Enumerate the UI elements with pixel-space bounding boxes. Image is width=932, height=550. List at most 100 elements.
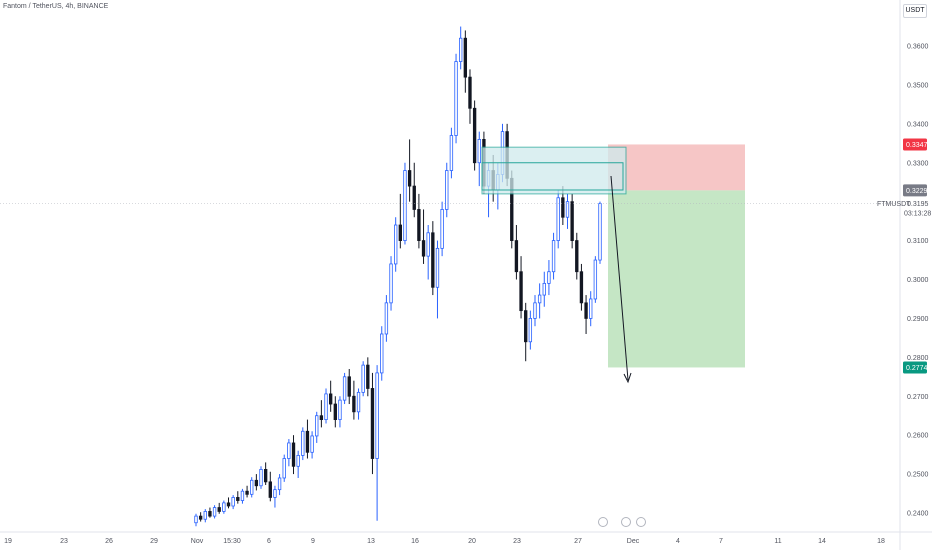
candle-down <box>347 376 351 397</box>
candle-down <box>245 490 249 495</box>
candle-down <box>208 511 212 517</box>
stop-price-tag: 0.3347 <box>906 142 928 149</box>
candle-down <box>370 388 375 459</box>
candle-up <box>589 298 593 319</box>
time-tick-label: 6 <box>267 538 271 545</box>
candle-down <box>366 364 370 389</box>
candle-up <box>194 515 198 524</box>
candle-up <box>315 415 319 437</box>
candle-up <box>338 399 342 420</box>
candle-down <box>198 515 203 520</box>
candle-up <box>231 497 235 507</box>
price-tick-label: 0.2900 <box>907 316 929 323</box>
candle-down <box>514 240 519 273</box>
candle-up <box>459 37 463 62</box>
candle-up <box>426 232 430 257</box>
candle-down <box>472 107 477 164</box>
trade-zones <box>608 144 745 368</box>
candle-down <box>352 395 356 413</box>
candle-up <box>296 455 300 467</box>
time-tick-label: 13 <box>367 538 375 545</box>
candle-down <box>226 502 231 507</box>
candle-up <box>389 263 393 304</box>
candlestick-series <box>194 26 602 527</box>
price-tick-label: 0.2600 <box>907 433 929 440</box>
time-tick-label: 26 <box>105 538 113 545</box>
candle-down <box>570 201 574 241</box>
candle-up <box>565 201 570 218</box>
price-tick-label: 0.3000 <box>907 277 929 284</box>
price-tick-label: 0.3600 <box>907 44 929 51</box>
candle-up <box>310 435 314 453</box>
time-tick-label: 23 <box>513 538 521 545</box>
candle-down <box>217 507 221 512</box>
time-tick-label: Dec <box>627 538 640 545</box>
price-tick-label: 0.3500 <box>907 82 929 89</box>
candle-down <box>254 479 259 487</box>
time-tick-label: 27 <box>574 538 582 545</box>
projection-arrow-head <box>623 372 632 384</box>
last-price-tag: 0.3195 <box>907 201 929 208</box>
supply-zone-outer <box>481 146 627 195</box>
candle-down <box>291 442 296 467</box>
projection-arrow-line <box>610 175 629 381</box>
time-tick-label: 16 <box>411 538 419 545</box>
chart-title: Fantom / TetherUS, 4h, BINANCE <box>3 3 109 10</box>
candle-up <box>222 502 226 512</box>
time-axis: 19 23 26 29 Nov 15:30 6 9 13 16 20 23 27 Dec 4 7 11 14 18 <box>0 517 932 545</box>
time-tick-label: 18 <box>877 538 885 545</box>
candle-up <box>240 490 245 501</box>
candle-up <box>537 294 542 304</box>
candle-up <box>273 489 277 498</box>
price-tick-label: 0.2400 <box>907 511 929 518</box>
candle-down <box>236 497 240 501</box>
candle-down <box>328 393 333 405</box>
stop-loss-zone <box>608 144 745 191</box>
drawings <box>481 146 632 384</box>
time-tick-label: 11 <box>774 538 781 545</box>
entry-price-tag-bg <box>903 184 927 197</box>
candle-up <box>384 302 389 335</box>
price-tick-label: 0.2700 <box>907 394 929 401</box>
candle-down <box>412 185 416 210</box>
candle-down <box>319 415 324 421</box>
candle-up <box>542 282 546 296</box>
currency-selector[interactable]: USDT <box>903 4 927 18</box>
time-tick-label: 19 <box>4 538 12 545</box>
time-tick-label: 15:30 <box>223 538 241 545</box>
candle-up <box>440 209 444 249</box>
entry-price-tag: 0.3229 <box>906 188 928 195</box>
candle-up <box>250 479 254 495</box>
candle-up <box>593 259 598 300</box>
candle-up <box>356 391 361 413</box>
supply-zone-inner <box>481 162 624 191</box>
event-flag-icon <box>598 517 608 527</box>
candle-up <box>533 302 537 319</box>
candle-up <box>259 469 263 487</box>
candle-up <box>287 442 291 459</box>
candle-up <box>598 203 602 261</box>
time-tick-label: 4 <box>676 538 680 545</box>
candle-up <box>403 170 407 241</box>
candle-down <box>417 209 421 241</box>
candle-up <box>394 224 398 265</box>
candle-up <box>556 197 560 241</box>
price-tick-label: 0.2800 <box>907 355 929 362</box>
time-tick-label: 20 <box>468 538 476 545</box>
time-tick-label: 14 <box>818 538 826 545</box>
symbol-tag: FTMUSDT <box>877 201 911 208</box>
candle-up <box>445 170 449 210</box>
take-profit-zone <box>608 190 745 368</box>
price-tick-label: 0.2500 <box>907 472 929 479</box>
time-tick-label: 29 <box>150 538 158 545</box>
event-flag-icon <box>621 517 631 527</box>
candle-down <box>268 481 272 498</box>
candle-down <box>431 232 435 288</box>
candle-up <box>454 61 458 136</box>
time-tick-label: 23 <box>60 538 68 545</box>
candle-up <box>212 507 217 517</box>
candle-down <box>407 170 412 187</box>
candle-down <box>263 469 268 483</box>
